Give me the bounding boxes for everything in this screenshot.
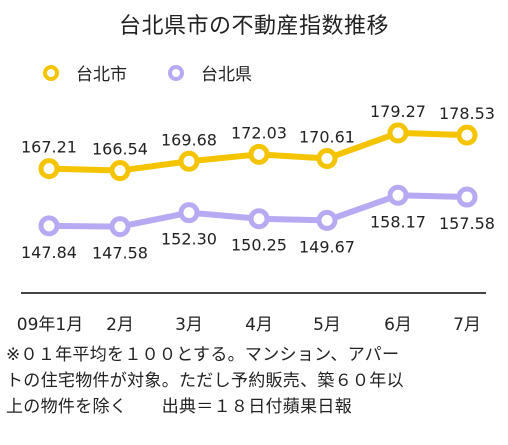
data-label-shi: 178.53 xyxy=(439,104,495,123)
data-point-ken xyxy=(248,208,270,230)
x-tick-label: 4月 xyxy=(245,315,273,335)
data-point-ken xyxy=(178,202,200,224)
data-point-shi xyxy=(38,158,60,180)
footnote-line: トの住宅物件が対象。ただし予約販売、築６０年以 xyxy=(6,371,404,391)
data-label-shi: 167.21 xyxy=(21,138,77,157)
x-tick-label: 5月 xyxy=(313,315,341,335)
data-label-ken: 158.17 xyxy=(370,212,426,231)
data-label-ken: 152.30 xyxy=(161,230,217,249)
legend-ken-ring-icon xyxy=(168,64,184,81)
x-tick-label: 7月 xyxy=(453,315,481,335)
data-label-ken: 147.58 xyxy=(92,244,148,263)
data-point-ken xyxy=(109,216,131,238)
legend-shi-ring-icon xyxy=(43,64,59,81)
data-label-shi: 179.27 xyxy=(370,102,426,121)
data-label-shi: 166.54 xyxy=(92,140,148,159)
data-label-ken: 147.84 xyxy=(21,243,77,262)
chart-title: 台北県市の不動産指数推移 xyxy=(118,14,389,39)
data-point-shi xyxy=(109,160,131,182)
data-point-ken xyxy=(38,215,60,237)
data-label-ken: 149.67 xyxy=(299,237,355,256)
data-point-shi xyxy=(178,150,200,172)
data-label-ken: 150.25 xyxy=(231,236,287,255)
data-point-shi xyxy=(248,143,270,165)
footnote: ※０１年平均を１００とする。マンション、アパー トの住宅物件が対象。ただし予約販… xyxy=(6,342,506,420)
legend-item-ken: 台北県 xyxy=(157,60,252,85)
legend-item-shi: 台北市 xyxy=(32,60,127,85)
legend-label-shi: 台北市 xyxy=(76,65,127,85)
x-tick-label: 3月 xyxy=(175,315,203,335)
legend-label-ken: 台北県 xyxy=(201,65,252,85)
footnote-line: 上の物件を除く 出典＝１８日付蘋果日報 xyxy=(6,397,352,417)
data-point-shi xyxy=(456,124,478,146)
data-point-shi xyxy=(387,122,409,144)
data-label-ken: 157.58 xyxy=(439,214,495,233)
data-label-shi: 169.68 xyxy=(161,130,217,149)
data-point-shi xyxy=(316,148,338,170)
x-tick-label: 6月 xyxy=(384,315,412,335)
data-point-ken xyxy=(456,186,478,208)
data-point-ken xyxy=(316,209,338,231)
legend-shi-ring xyxy=(43,64,59,81)
data-label-shi: 172.03 xyxy=(231,123,287,142)
legend-ken-ring xyxy=(168,64,184,81)
footnote-line: ※０１年平均を１００とする。マンション、アパー xyxy=(6,345,400,365)
x-tick-label: 09年1月 xyxy=(17,315,83,335)
data-point-ken xyxy=(387,184,409,206)
x-tick-label: 2月 xyxy=(106,315,134,335)
data-label-shi: 170.61 xyxy=(299,128,355,147)
